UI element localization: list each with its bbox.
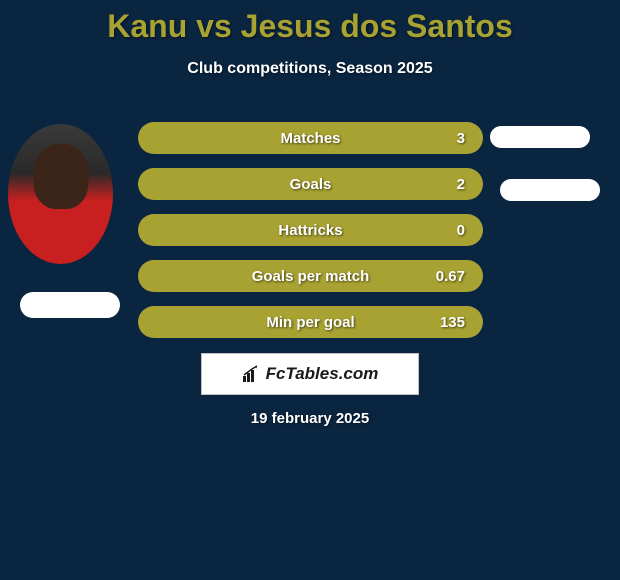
stat-label: Min per goal	[266, 314, 354, 331]
stat-value: 0.67	[436, 268, 465, 285]
stat-value: 0	[457, 222, 465, 239]
stat-value: 3	[457, 130, 465, 147]
pill-right-1	[490, 126, 590, 148]
stat-row: Matches 3	[138, 122, 483, 154]
logo-box: FcTables.com	[201, 353, 419, 395]
player-photo-left	[8, 124, 113, 264]
pill-right-2	[500, 179, 600, 201]
stat-label: Goals	[290, 176, 332, 193]
stat-value: 135	[440, 314, 465, 331]
stat-row: Goals 2	[138, 168, 483, 200]
subtitle: Club competitions, Season 2025	[0, 60, 620, 78]
stat-row: Hattricks 0	[138, 214, 483, 246]
stat-value: 2	[457, 176, 465, 193]
chart-icon	[242, 365, 260, 383]
stat-row: Goals per match 0.67	[138, 260, 483, 292]
date-text: 19 february 2025	[251, 410, 369, 427]
stat-label: Goals per match	[252, 268, 370, 285]
stat-row: Min per goal 135	[138, 306, 483, 338]
stat-label: Matches	[280, 130, 340, 147]
page-title: Kanu vs Jesus dos Santos	[0, 0, 620, 45]
stats-container: Matches 3 Goals 2 Hattricks 0 Goals per …	[138, 122, 483, 352]
stat-label: Hattricks	[278, 222, 342, 239]
logo-text: FcTables.com	[266, 364, 379, 384]
pill-left	[20, 292, 120, 318]
